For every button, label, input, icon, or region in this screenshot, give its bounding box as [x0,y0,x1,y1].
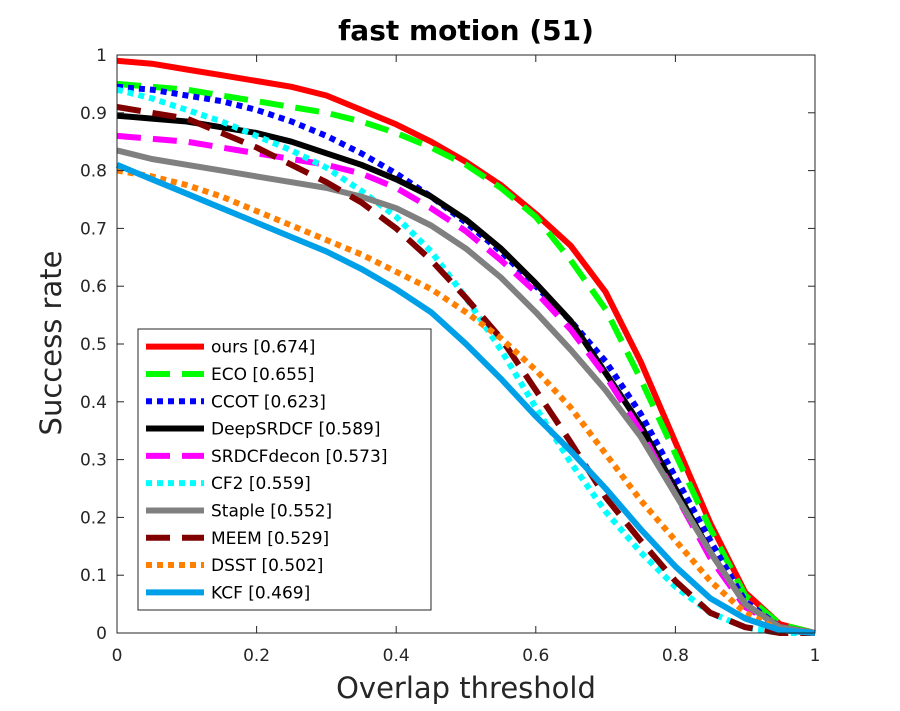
legend-entry-2: CCOT [0.623] [211,392,326,412]
legend-entry-4: SRDCFdecon [0.573] [211,447,387,467]
x-tick-label: 0.4 [383,646,410,666]
legend-entry-9: KCF [0.469] [211,583,310,603]
y-tick-label: 0.7 [80,219,107,239]
y-tick-label: 0 [96,624,107,644]
x-tick-label: 0 [112,646,123,666]
series-line-9 [115,162,816,636]
y-tick-label: 0.4 [80,393,107,413]
legend-entry-1: ECO [0.655] [211,365,314,385]
series-line-2 [116,83,816,636]
plot-area: 0 0.2 0.4 0.6 0.8 1 0 0.1 0.2 0.3 0.4 0.5 0.6 0.7 0.8 0… [80,46,820,666]
x-axis-label: Overlap threshold [336,671,596,705]
series-line-6 [116,147,816,636]
y-tick-label: 0.5 [80,335,107,355]
x-tick-label: 0.6 [522,646,549,666]
y-tick-label: 1 [96,46,107,66]
x-tick-label: 0.2 [243,646,270,666]
y-tick-label: 0.3 [80,451,107,471]
y-tick-label: 0.1 [80,566,107,586]
legend-entry-8: DSST [0.502] [211,556,323,576]
y-tick-label: 0.9 [80,104,107,124]
series-line-7 [116,104,815,636]
x-tick-label: 0.8 [662,646,689,666]
series-line-4 [116,132,816,636]
legend-entry-7: MEEM [0.529] [211,529,329,549]
y-tick-label: 0.8 [80,162,107,182]
series-line-8 [116,167,816,636]
y-axis-label: Success rate [34,251,68,436]
legend-entry-0: ours [0.674] [211,338,315,358]
legend-entry-6: Staple [0.552] [211,501,332,521]
series-line-1 [116,80,816,636]
x-tick-label: 1 [810,646,821,666]
y-tick-label: 0.6 [80,277,107,297]
y-tick-label: 0.2 [80,508,107,528]
chart-title: fast motion (51) [338,14,594,47]
legend-entry-3: DeepSRDCF [0.589] [211,420,380,440]
series-line-0 [116,57,816,636]
legend: ours [0.674] ECO [0.655] CCOT [0.623] DeepS… [137,328,432,611]
legend-entry-5: CF2 [0.559] [211,474,311,494]
